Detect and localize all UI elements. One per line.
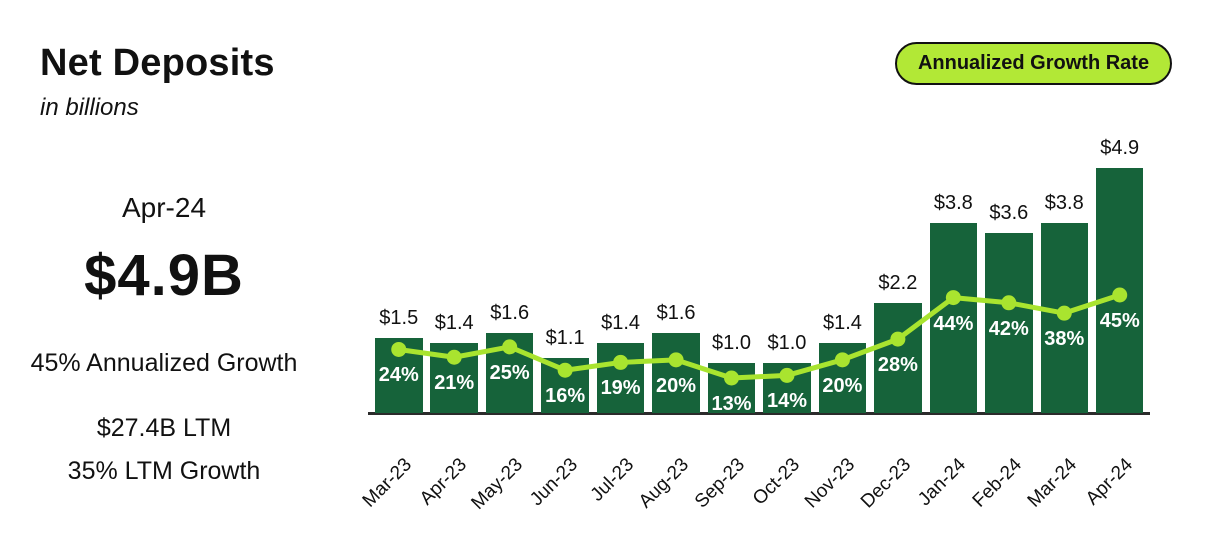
bar-apr-24 <box>1095 168 1144 413</box>
page-title: Net Deposits <box>40 42 275 84</box>
x-axis-label-oct-23: Oct-23 <box>748 454 805 510</box>
summary-ltm-growth: 35% LTM Growth <box>67 457 261 485</box>
bar-value-label: $1.4 <box>601 312 641 334</box>
bar-value-label: $2.2 <box>878 272 918 294</box>
x-axis-label-mar-23: Mar-23 <box>358 454 416 512</box>
page-subtitle: in billions <box>40 94 139 121</box>
bar-value-label: $1.0 <box>712 332 751 354</box>
growth-pct-label: 28% <box>877 354 918 377</box>
growth-pct-label: 21% <box>434 372 475 395</box>
x-axis-label-jun-23: Jun-23 <box>526 454 583 511</box>
growth-pct-label: 24% <box>378 364 419 387</box>
bar-value-label: $1.6 <box>490 302 530 324</box>
growth-pct-label: 25% <box>489 361 530 384</box>
growth-pct-label: 20% <box>656 374 697 397</box>
bar-value-label: $1.0 <box>767 332 807 354</box>
bar-value-label: $1.5 <box>379 307 419 329</box>
bar-line-chart: $1.5 24% $1.4 21% $1.6 25% $1.1 16% $1.4 19% $1.6 2… <box>368 128 1150 415</box>
x-axis-label-sep-23: Sep-23 <box>690 454 749 513</box>
summary-value: $4.9B <box>84 243 244 308</box>
x-axis-labels: Mar-23 Apr-23 May-23 Jun-23 Jul-23 Aug-23 Sep-… <box>358 433 1150 523</box>
x-axis-label-apr-24: Apr-24 <box>1081 454 1137 510</box>
growth-pct-label: 14% <box>766 390 807 413</box>
growth-pct-label: 44% <box>933 312 974 335</box>
x-axis-label-feb-24: Feb-24 <box>968 454 1026 512</box>
legend-badge-label: Annualized Growth Rate <box>917 52 1150 74</box>
x-axis-label-jul-23: Jul-23 <box>586 454 638 506</box>
bar-value-label: $1.4 <box>434 312 474 334</box>
bar-value-label: $3.8 <box>1044 192 1084 214</box>
x-axis-label-aug-23: Aug-23 <box>634 454 694 513</box>
x-axis-label-dec-23: Dec-23 <box>856 454 915 513</box>
growth-pct-label: 45% <box>1099 309 1140 332</box>
bar-value-label: $1.1 <box>545 327 585 349</box>
bar-value-label: $3.6 <box>989 202 1029 224</box>
bar-value-label: $3.8 <box>933 192 973 214</box>
growth-pct-label: 19% <box>600 377 641 400</box>
annualized-growth-rate-legend-badge: Annualized Growth Rate <box>895 42 1172 85</box>
growth-pct-label: 13% <box>711 393 752 415</box>
bar-value-label: $4.9 <box>1100 137 1140 159</box>
bar-value-label: $1.6 <box>656 302 696 324</box>
x-axis-line <box>368 412 1150 415</box>
growth-pct-label: 20% <box>822 374 863 397</box>
summary-panel: Apr-24 $4.9B 45% Annualized Growth $27.4… <box>18 192 310 486</box>
bar-aug-23 <box>652 333 700 413</box>
growth-pct-label: 42% <box>988 317 1029 340</box>
growth-pct-label: 38% <box>1044 328 1085 351</box>
summary-ltm-value: $27.4B LTM <box>96 414 232 442</box>
bar-mar-24 <box>1040 223 1089 413</box>
x-axis-label-may-23: May-23 <box>467 454 527 514</box>
bar-value-label: $1.4 <box>822 312 862 334</box>
growth-pct-label: 16% <box>545 385 586 408</box>
summary-annualized-growth: 45% Annualized Growth <box>30 349 298 377</box>
x-axis-label-mar-24: Mar-24 <box>1023 454 1082 512</box>
x-axis-label-nov-23: Nov-23 <box>801 454 860 513</box>
x-axis-label-apr-23: Apr-23 <box>416 454 472 510</box>
summary-period: Apr-24 <box>121 192 207 223</box>
x-axis-label-jan-24: Jan-24 <box>914 454 971 511</box>
